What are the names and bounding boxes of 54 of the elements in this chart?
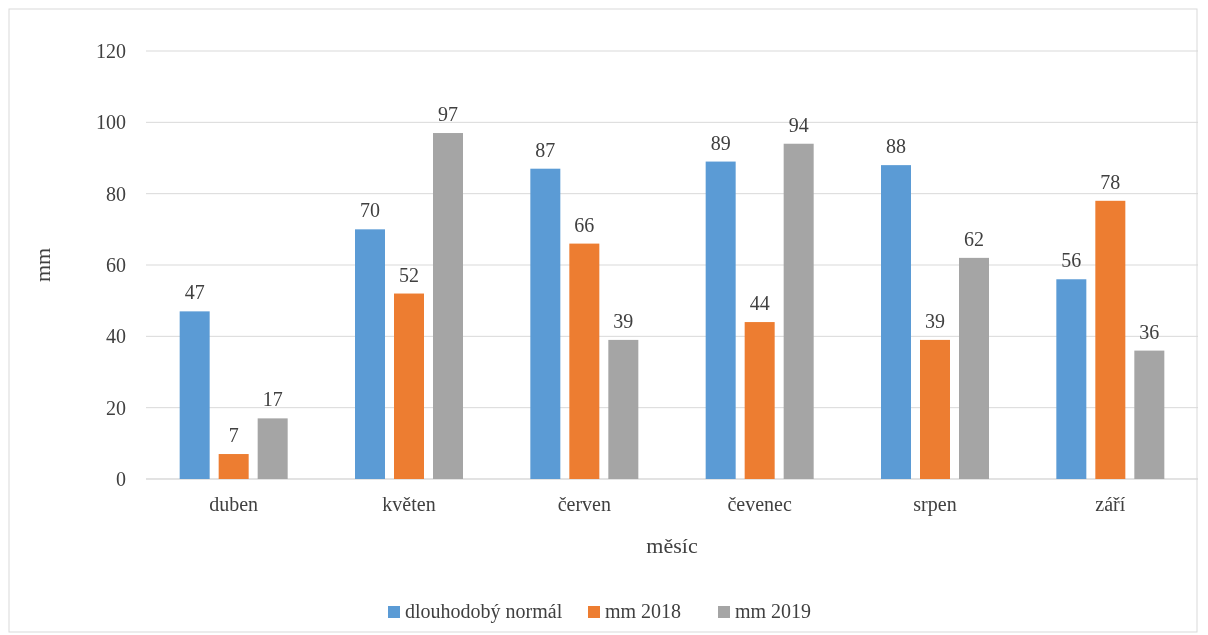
y-tick-label: 120 [96,40,126,62]
bar [569,243,600,479]
x-axis-title: měsíc [646,533,698,558]
data-label: 17 [262,388,283,411]
bar [433,133,463,479]
legend-label: dlouhodobý normál [405,600,563,623]
data-label: 36 [1139,320,1160,343]
data-label: 89 [710,131,731,154]
x-tick-label: září [1095,493,1126,515]
y-tick-label: 0 [116,468,126,490]
bar [881,165,911,479]
y-tick-label: 20 [106,396,126,419]
data-label: 47 [184,281,205,304]
bar [179,311,210,479]
bar [959,257,989,479]
data-label: 87 [535,138,556,161]
data-label: 62 [964,227,984,250]
x-tick-label: květen [382,493,436,515]
bar [394,293,424,479]
y-tick-label: 60 [106,254,126,276]
data-label: 7 [228,424,239,447]
legend-label: mm 2019 [735,600,812,622]
y-axis-title: mm [30,247,55,283]
bar [705,161,736,479]
x-tick-label: duben [209,493,259,515]
x-tick-label: čevenec [727,493,792,515]
data-label: 56 [1061,249,1082,272]
bar [920,339,950,479]
data-label: 39 [613,309,634,332]
y-tick-label: 40 [106,325,126,348]
data-label: 78 [1100,170,1121,193]
data-label: 39 [925,309,945,332]
bar [1056,279,1087,479]
bar [744,322,775,479]
x-tick-label: červen [557,493,611,515]
y-tick-label: 100 [96,111,126,134]
data-label: 52 [399,263,419,286]
data-label: 66 [574,213,595,236]
bar [783,143,814,479]
bar [218,454,249,479]
data-label: 70 [360,199,380,222]
legend-label: mm 2018 [605,600,682,622]
x-tick-label: srpen [913,493,957,516]
data-label: 44 [749,292,770,315]
bar [355,229,385,479]
y-tick-label: 80 [106,182,126,205]
bar [1134,350,1165,479]
data-label: 97 [438,103,458,126]
data-label: 88 [886,135,906,158]
bar [530,168,561,479]
data-label: 94 [788,113,809,136]
bar [257,418,288,479]
bar [608,339,639,479]
bar [1095,200,1126,479]
